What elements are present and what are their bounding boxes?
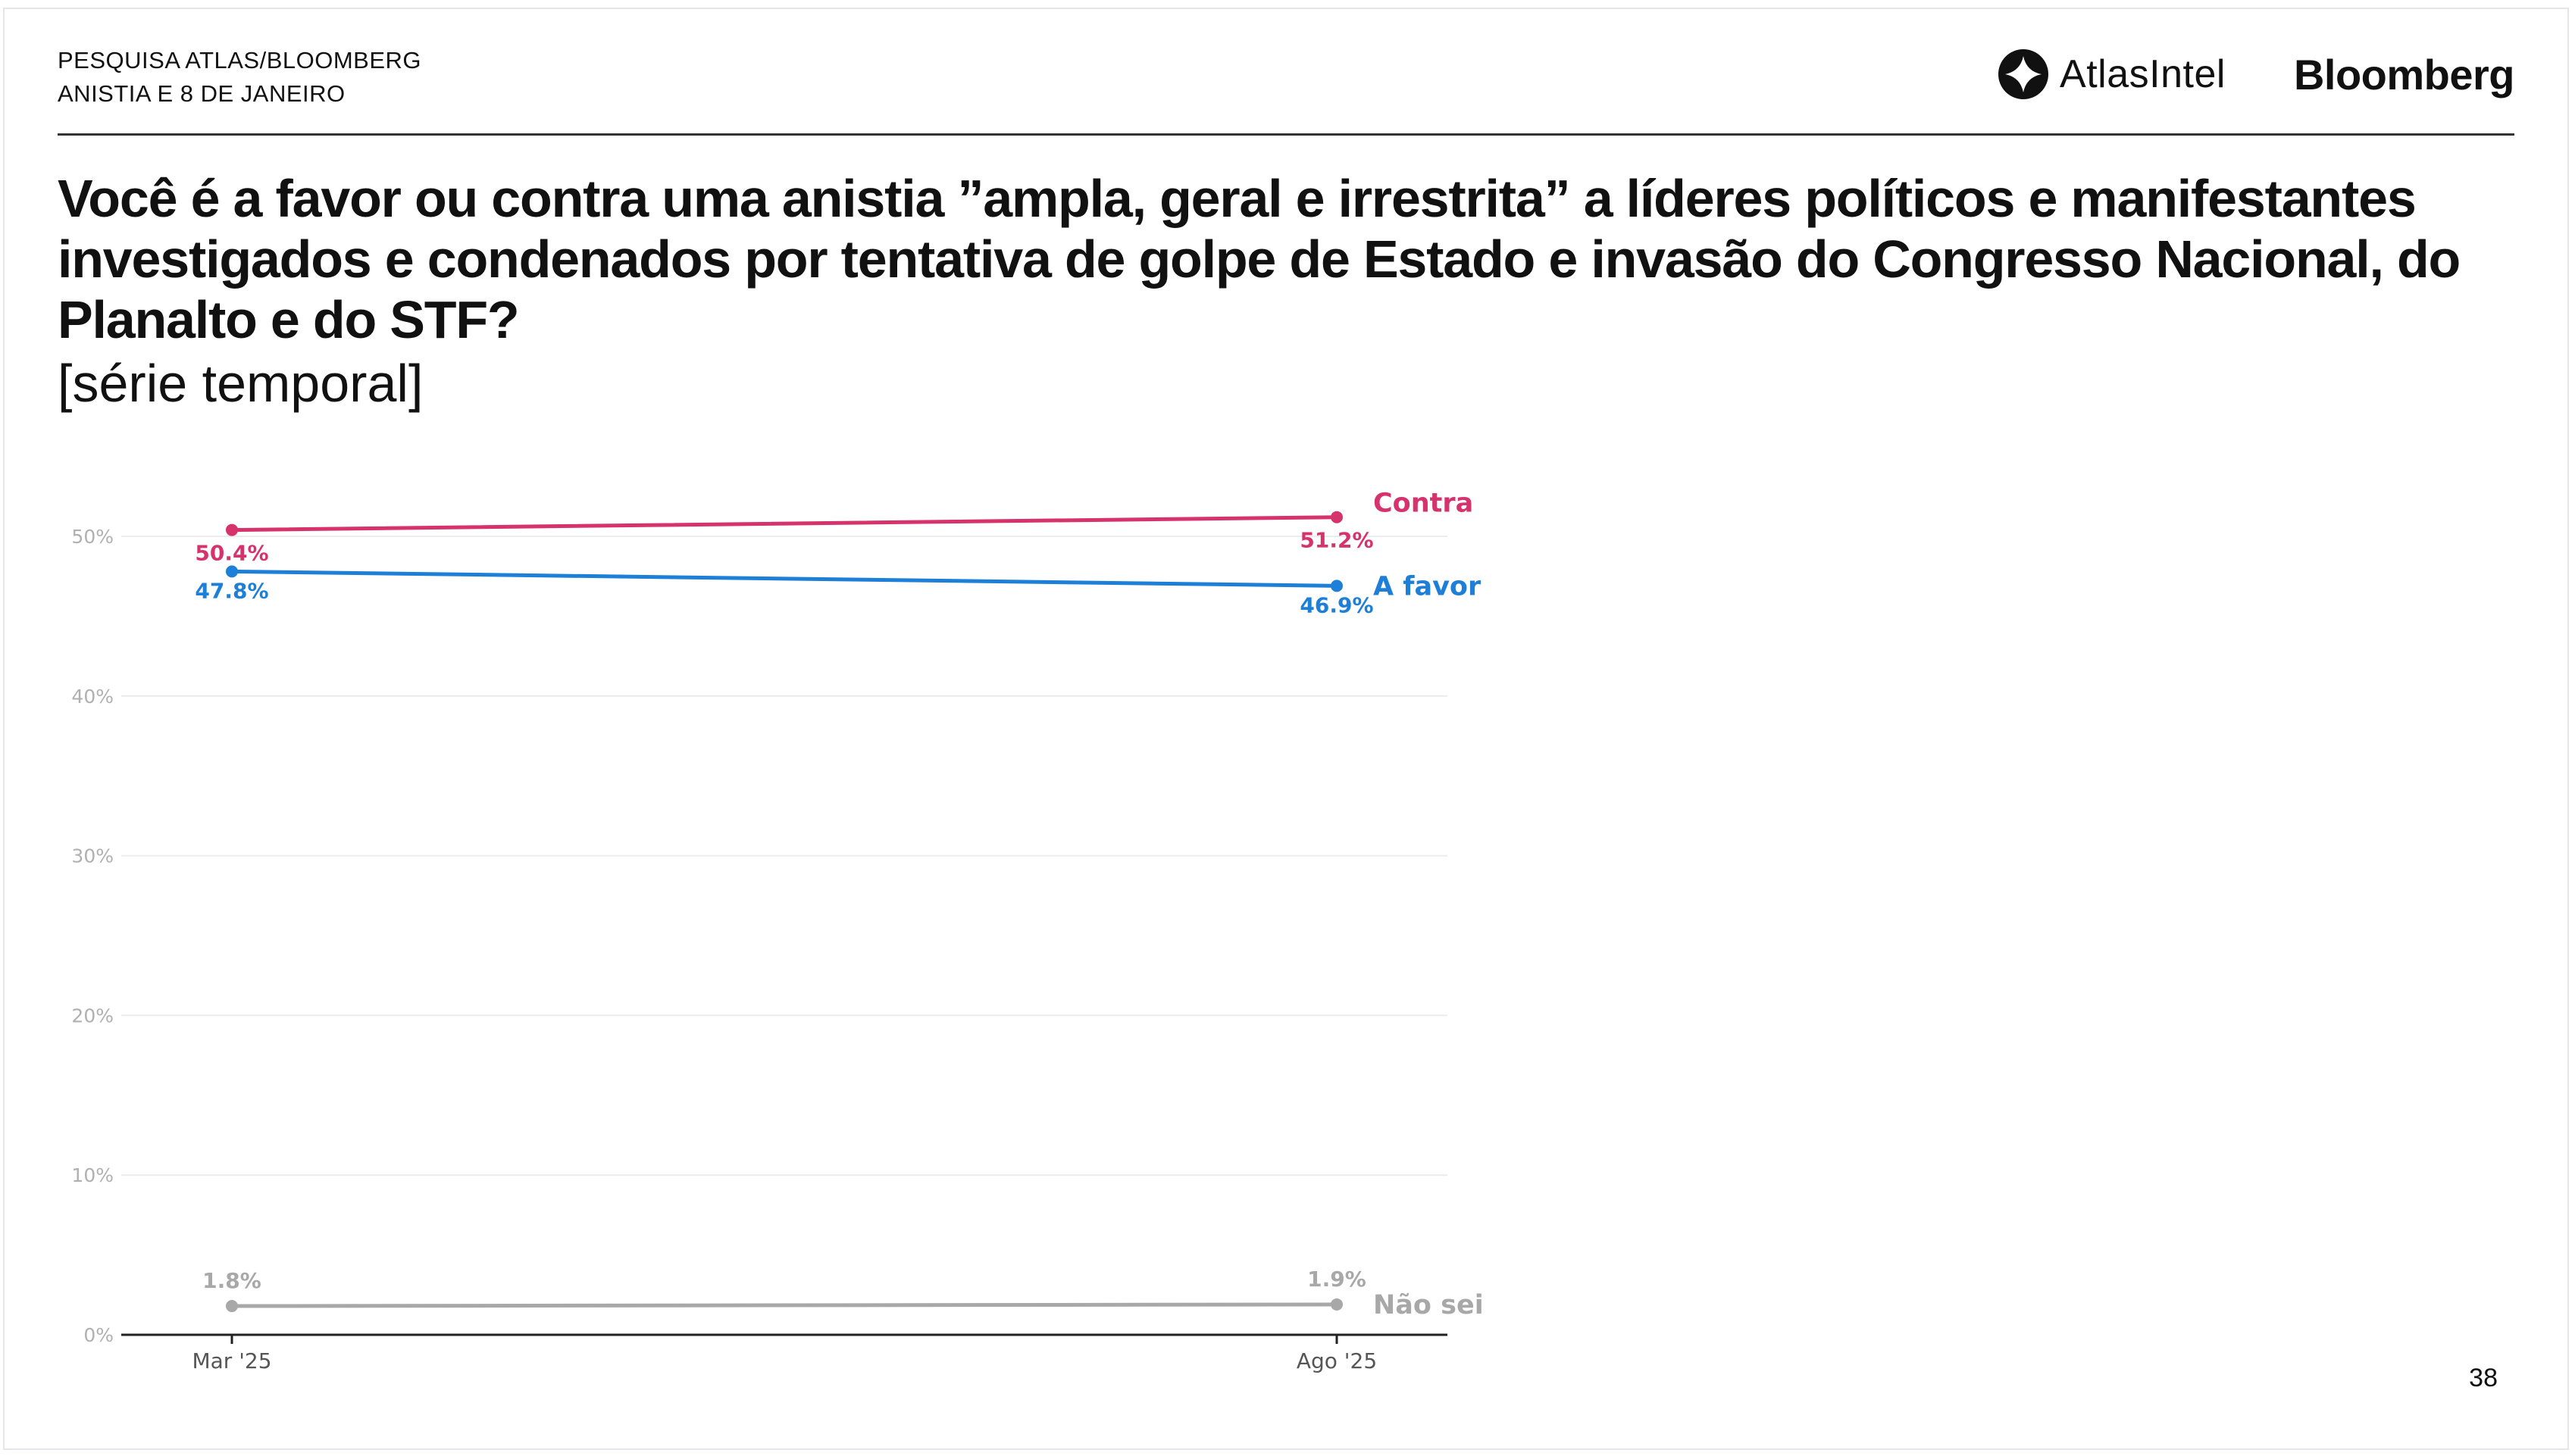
data-point-contra (1331, 511, 1343, 523)
series-line-a-favor (230, 569, 1339, 588)
data-label-contra: 51.2% (1300, 528, 1373, 553)
x-tick-label: Ago '25 (1297, 1348, 1377, 1373)
page-number: 38 (2469, 1364, 2498, 1392)
data-point-a-favor (226, 565, 238, 578)
atlasintel-logo: AtlasIntel (1998, 48, 2226, 100)
slide-frame (3, 8, 2569, 1450)
atlas-diamond-icon (1998, 49, 2049, 99)
data-point-n-o-sei (1331, 1298, 1343, 1311)
question-title: Você é a favor ou contra uma anistia ”am… (58, 169, 2461, 349)
logo-bar: AtlasIntel Bloomberg (1998, 44, 2515, 105)
atlas-logo-text: AtlasIntel (2060, 52, 2226, 96)
series-label-contra: Contra (1373, 489, 1473, 519)
data-point-n-o-sei (226, 1300, 238, 1313)
axes: 0% 10% 20% 30% 40% 50% Mar '25 Ago '25 (71, 526, 1447, 1373)
bloomberg-logo: Bloomberg (2293, 50, 2515, 98)
survey-topic: ANISTIA E 8 DE JANEIRO (58, 80, 346, 107)
data-point-contra (226, 523, 238, 536)
y-tick-label: 30% (71, 845, 114, 867)
y-tick-label: 0% (83, 1324, 114, 1346)
series-line-contra (230, 515, 1339, 533)
data-label-a-favor: 47.8% (195, 578, 268, 603)
data-label-n-o-sei: 1.8% (202, 1268, 261, 1293)
survey-header: PESQUISA ATLAS/BLOOMBERG ANISTIA E 8 DE … (58, 44, 421, 111)
series-label-a-favor: A favor (1373, 571, 1481, 601)
gridlines (121, 536, 1447, 1176)
header-divider (58, 133, 2514, 136)
data-point-a-favor (1331, 580, 1343, 592)
y-tick-label: 20% (71, 1005, 114, 1026)
series-label-n-o-sei: Não sei (1373, 1290, 1484, 1320)
x-tick-label: Mar '25 (192, 1348, 271, 1373)
y-tick-label: 50% (71, 526, 114, 548)
series-line-n-o-sei (230, 1302, 1339, 1308)
y-tick-label: 40% (71, 686, 114, 708)
series: 50.4% 51.2%Contra 47.8% 46.9%A favor 1.8% 1.9… (195, 489, 1483, 1320)
data-label-a-favor: 46.9% (1300, 592, 1373, 617)
data-label-contra: 50.4% (195, 541, 268, 566)
data-label-n-o-sei: 1.9% (1307, 1267, 1366, 1292)
survey-name: PESQUISA ATLAS/BLOOMBERG (58, 47, 422, 73)
y-tick-label: 10% (71, 1164, 114, 1186)
chart-subtitle: [série temporal] (58, 354, 424, 413)
